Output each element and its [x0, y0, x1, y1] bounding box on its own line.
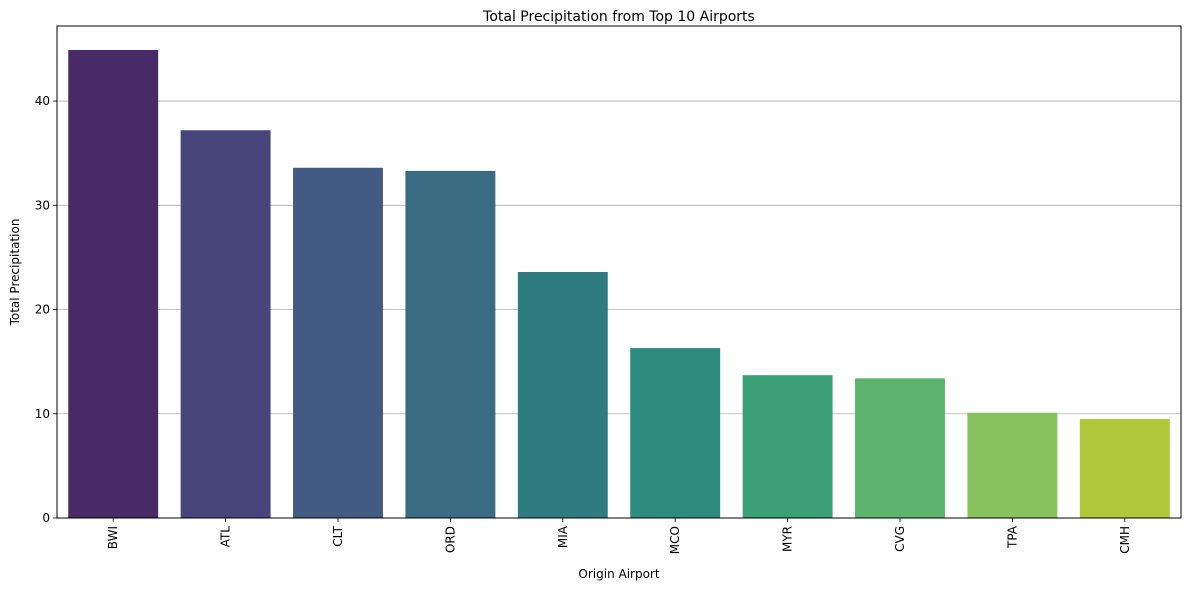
bar-clt	[293, 167, 383, 519]
y-tick-label: 20	[35, 303, 50, 317]
bar-mia	[517, 272, 608, 518]
plot-frame	[56, 25, 1182, 519]
x-tick-label: MIA	[556, 525, 570, 548]
chart-title: Total Precipitation from Top 10 Airports	[482, 9, 755, 25]
bar-tpa	[967, 412, 1058, 518]
x-tick-label: BWI	[106, 526, 120, 549]
x-tick-label: MYR	[781, 526, 795, 552]
x-axis-label: Origin Airport	[578, 567, 659, 581]
y-tick-label: 0	[42, 511, 50, 525]
bar-bwi	[68, 49, 159, 518]
y-axis-ticks: 0 10 20 30 40	[35, 94, 57, 525]
y-tick-label: 40	[35, 94, 50, 108]
bar-ord	[405, 170, 496, 518]
x-tick-label: CLT	[331, 525, 345, 546]
x-tick-label: MCO	[668, 526, 682, 554]
bars	[68, 49, 1170, 519]
x-tick-label: CVG	[893, 526, 907, 552]
y-tick-label: 10	[35, 407, 50, 421]
bar-cmh	[1079, 418, 1170, 518]
x-tick-label: CMH	[1118, 526, 1132, 554]
bar-atl	[180, 130, 271, 518]
y-tick-label: 30	[35, 198, 50, 212]
y-axis-label: Total Precipitation	[8, 219, 22, 327]
bar-myr	[742, 375, 833, 518]
x-tick-label: ORD	[443, 526, 457, 553]
x-tick-label: TPA	[1005, 525, 1019, 549]
x-axis-ticks: BWI ATL CLT ORD MIA MCO MYR CVG TPA CMH	[106, 518, 1132, 554]
bar-cvg	[855, 378, 945, 518]
x-tick-label: ATL	[219, 526, 233, 548]
bar-mco	[630, 348, 721, 518]
